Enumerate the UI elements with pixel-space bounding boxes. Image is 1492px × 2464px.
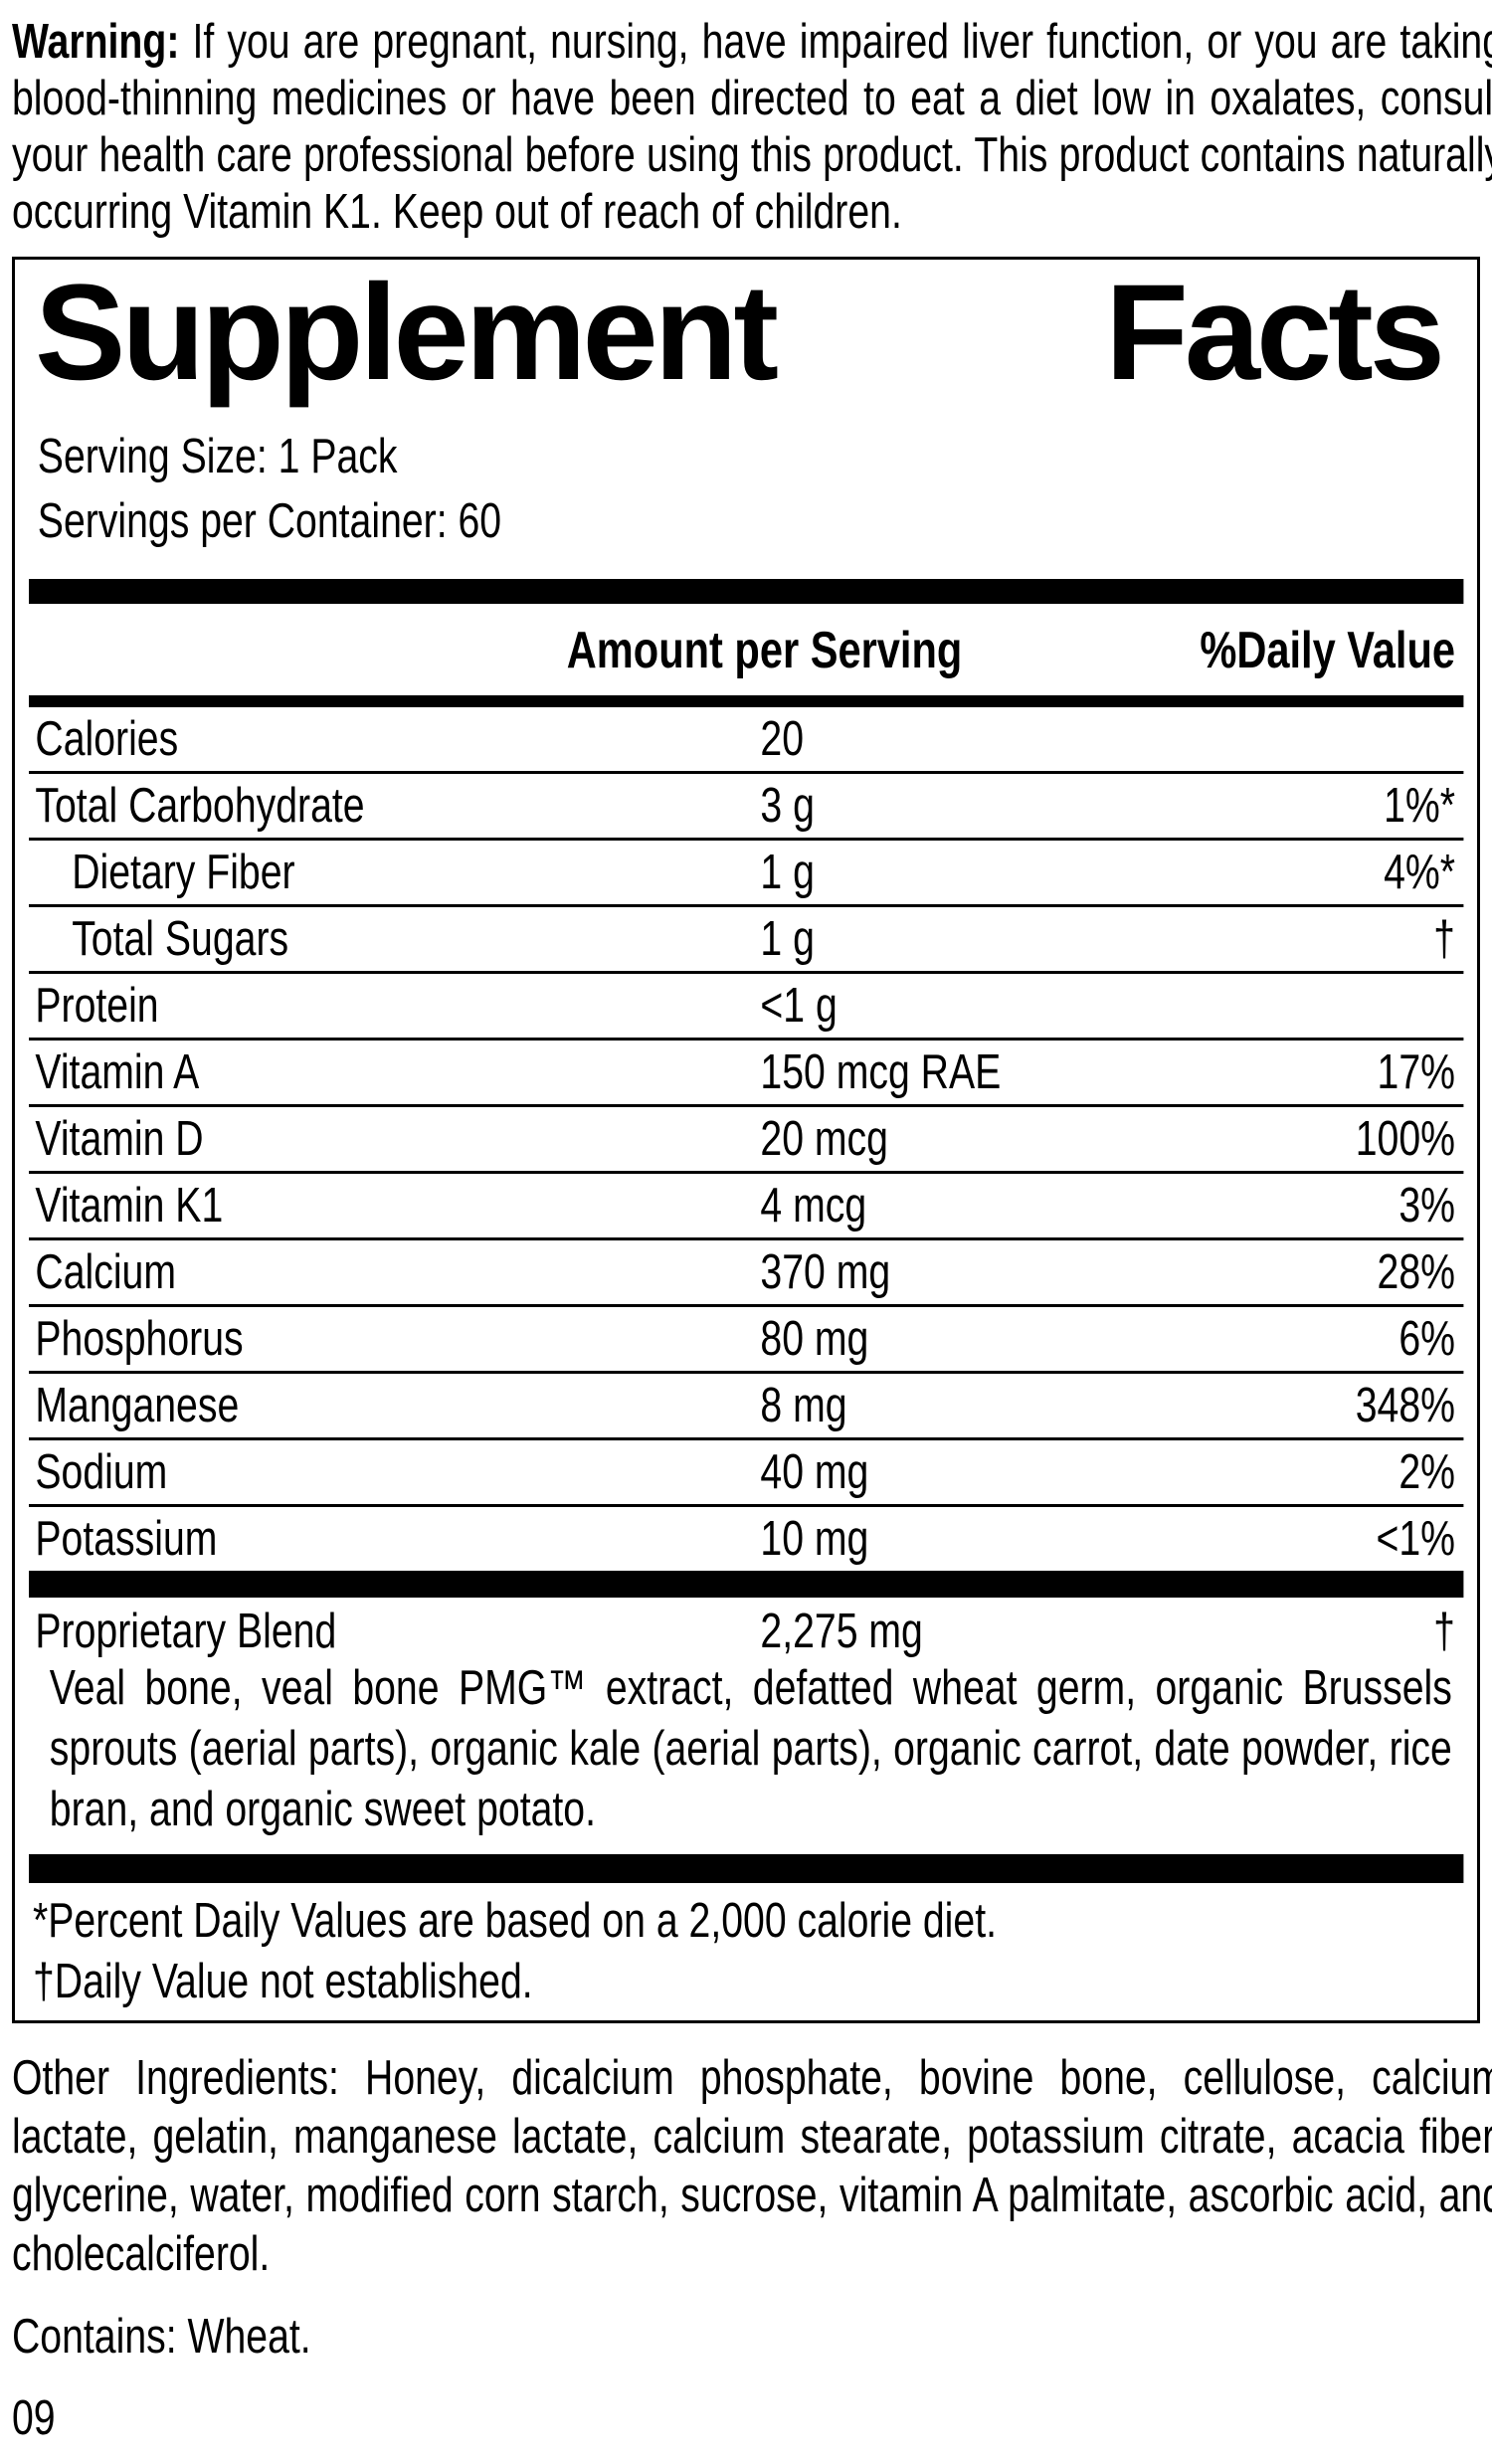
nutrient-amount: 40 mg bbox=[760, 1444, 869, 1499]
supplement-facts-panel: Supplement Facts Serving Size: 1 Pack Se… bbox=[12, 257, 1480, 2023]
servings-per-container: Servings per Container: 60 bbox=[37, 493, 502, 548]
column-header-amount: Amount per Serving bbox=[566, 621, 963, 679]
divider-bar-medium bbox=[29, 694, 1463, 707]
nutrient-amount: 4 mcg bbox=[760, 1178, 867, 1232]
proprietary-blend-row: Proprietary Blend 2,275 mg † bbox=[29, 1598, 1463, 1658]
nutrient-name: Proprietary Blend bbox=[35, 1604, 337, 1658]
table-row: Calories 20 bbox=[29, 707, 1463, 774]
nutrient-amount: 2,275 mg bbox=[760, 1604, 923, 1658]
nutrient-name: Dietary Fiber bbox=[72, 845, 295, 899]
table-row: Sodium 40 mg 2% bbox=[29, 1440, 1463, 1507]
nutrient-amount: <1 g bbox=[760, 978, 838, 1033]
table-row: Total Carbohydrate 3 g 1%* bbox=[29, 774, 1463, 841]
footnote-daily-values: *Percent Daily Values are based on a 2,0… bbox=[33, 1893, 997, 1948]
nutrient-name: Phosphorus bbox=[35, 1311, 244, 1366]
nutrient-amount: 370 mg bbox=[760, 1244, 891, 1299]
nutrient-name: Protein bbox=[35, 978, 159, 1033]
footnote-dagger: †Daily Value not established. bbox=[33, 1954, 533, 2008]
other-ingredients-paragraph: Other Ingredients: Honey, dicalcium phos… bbox=[12, 2050, 1492, 2281]
nutrient-dv: † bbox=[1433, 911, 1455, 966]
table-row: Manganese 8 mg 348% bbox=[29, 1374, 1463, 1440]
warning-label: Warning: bbox=[12, 15, 180, 69]
panel-title-left: Supplement bbox=[35, 257, 779, 409]
panel-body: Serving Size: 1 Pack Servings per Contai… bbox=[29, 431, 1463, 2012]
nutrient-name: Calories bbox=[35, 711, 179, 766]
divider-bar-heavy bbox=[29, 578, 1463, 604]
panel-title: Supplement Facts bbox=[29, 264, 1463, 403]
table-row: Total Sugars 1 g † bbox=[29, 907, 1463, 974]
nutrient-amount: 1 g bbox=[760, 911, 815, 966]
nutrient-name: Total Sugars bbox=[72, 911, 289, 966]
nutrient-dv: 4%* bbox=[1384, 845, 1455, 899]
nutrient-name: Sodium bbox=[35, 1444, 168, 1499]
divider-bar-heavy bbox=[29, 1570, 1463, 1598]
column-header-daily-value: %Daily Value bbox=[1200, 621, 1455, 679]
nutrient-amount: 20 bbox=[760, 711, 805, 766]
table-row: Potassium 10 mg <1% bbox=[29, 1507, 1463, 1571]
table-row: Dietary Fiber 1 g 4%* bbox=[29, 841, 1463, 907]
table-row: Vitamin D 20 mcg 100% bbox=[29, 1107, 1463, 1174]
nutrient-amount: 80 mg bbox=[760, 1311, 869, 1366]
nutrient-name: Potassium bbox=[35, 1511, 218, 1566]
nutrient-name: Manganese bbox=[35, 1378, 240, 1432]
serving-size: Serving Size: 1 Pack bbox=[37, 429, 398, 483]
footnotes: *Percent Daily Values are based on a 2,0… bbox=[29, 1891, 1463, 2012]
warning-paragraph: Warning: If you are pregnant, nursing, h… bbox=[12, 14, 1492, 241]
nutrient-dv: <1% bbox=[1376, 1511, 1455, 1566]
column-headers: Amount per Serving %Daily Value bbox=[29, 604, 1463, 695]
nutrient-name: Calcium bbox=[35, 1244, 176, 1299]
nutrient-name: Vitamin A bbox=[35, 1044, 200, 1099]
nutrient-amount: 3 g bbox=[760, 778, 815, 833]
label-code: 09 bbox=[12, 2390, 56, 2445]
nutrient-dv: 1%* bbox=[1384, 778, 1455, 833]
contains-statement: Contains: Wheat. bbox=[12, 2309, 311, 2364]
table-row: Phosphorus 80 mg 6% bbox=[29, 1307, 1463, 1374]
nutrient-dv bbox=[1177, 715, 1463, 764]
nutrient-dv: 100% bbox=[1355, 1111, 1455, 1166]
table-row: Protein <1 g bbox=[29, 974, 1463, 1041]
nutrient-amount: 150 mcg RAE bbox=[760, 1044, 1002, 1099]
proprietary-blend-description: Veal bone, veal bone PMG™ extract, defat… bbox=[49, 1660, 1452, 1836]
panel-title-right: Facts bbox=[1105, 257, 1445, 409]
nutrient-dv: 3% bbox=[1399, 1178, 1455, 1232]
nutrient-amount: 8 mg bbox=[760, 1378, 847, 1432]
nutrient-amount: 10 mg bbox=[760, 1511, 869, 1566]
nutrient-name: Total Carbohydrate bbox=[35, 778, 365, 833]
nutrient-dv: 28% bbox=[1377, 1244, 1455, 1299]
nutrient-dv: † bbox=[1433, 1604, 1455, 1658]
table-row: Vitamin K1 4 mcg 3% bbox=[29, 1174, 1463, 1240]
divider-bar-heavy bbox=[29, 1853, 1463, 1883]
nutrient-dv: 348% bbox=[1355, 1378, 1455, 1432]
nutrient-amount: 20 mcg bbox=[760, 1111, 888, 1166]
nutrient-dv: 6% bbox=[1399, 1311, 1455, 1366]
table-row: Vitamin A 150 mcg RAE 17% bbox=[29, 1041, 1463, 1107]
warning-text: If you are pregnant, nursing, have impai… bbox=[12, 15, 1492, 239]
table-row: Calcium 370 mg 28% bbox=[29, 1240, 1463, 1307]
nutrient-dv bbox=[1177, 982, 1463, 1031]
nutrient-name: Vitamin D bbox=[35, 1111, 204, 1166]
nutrient-name: Vitamin K1 bbox=[35, 1178, 224, 1232]
nutrient-dv: 2% bbox=[1399, 1444, 1455, 1499]
nutrient-amount: 1 g bbox=[760, 845, 815, 899]
nutrient-dv: 17% bbox=[1377, 1044, 1455, 1099]
